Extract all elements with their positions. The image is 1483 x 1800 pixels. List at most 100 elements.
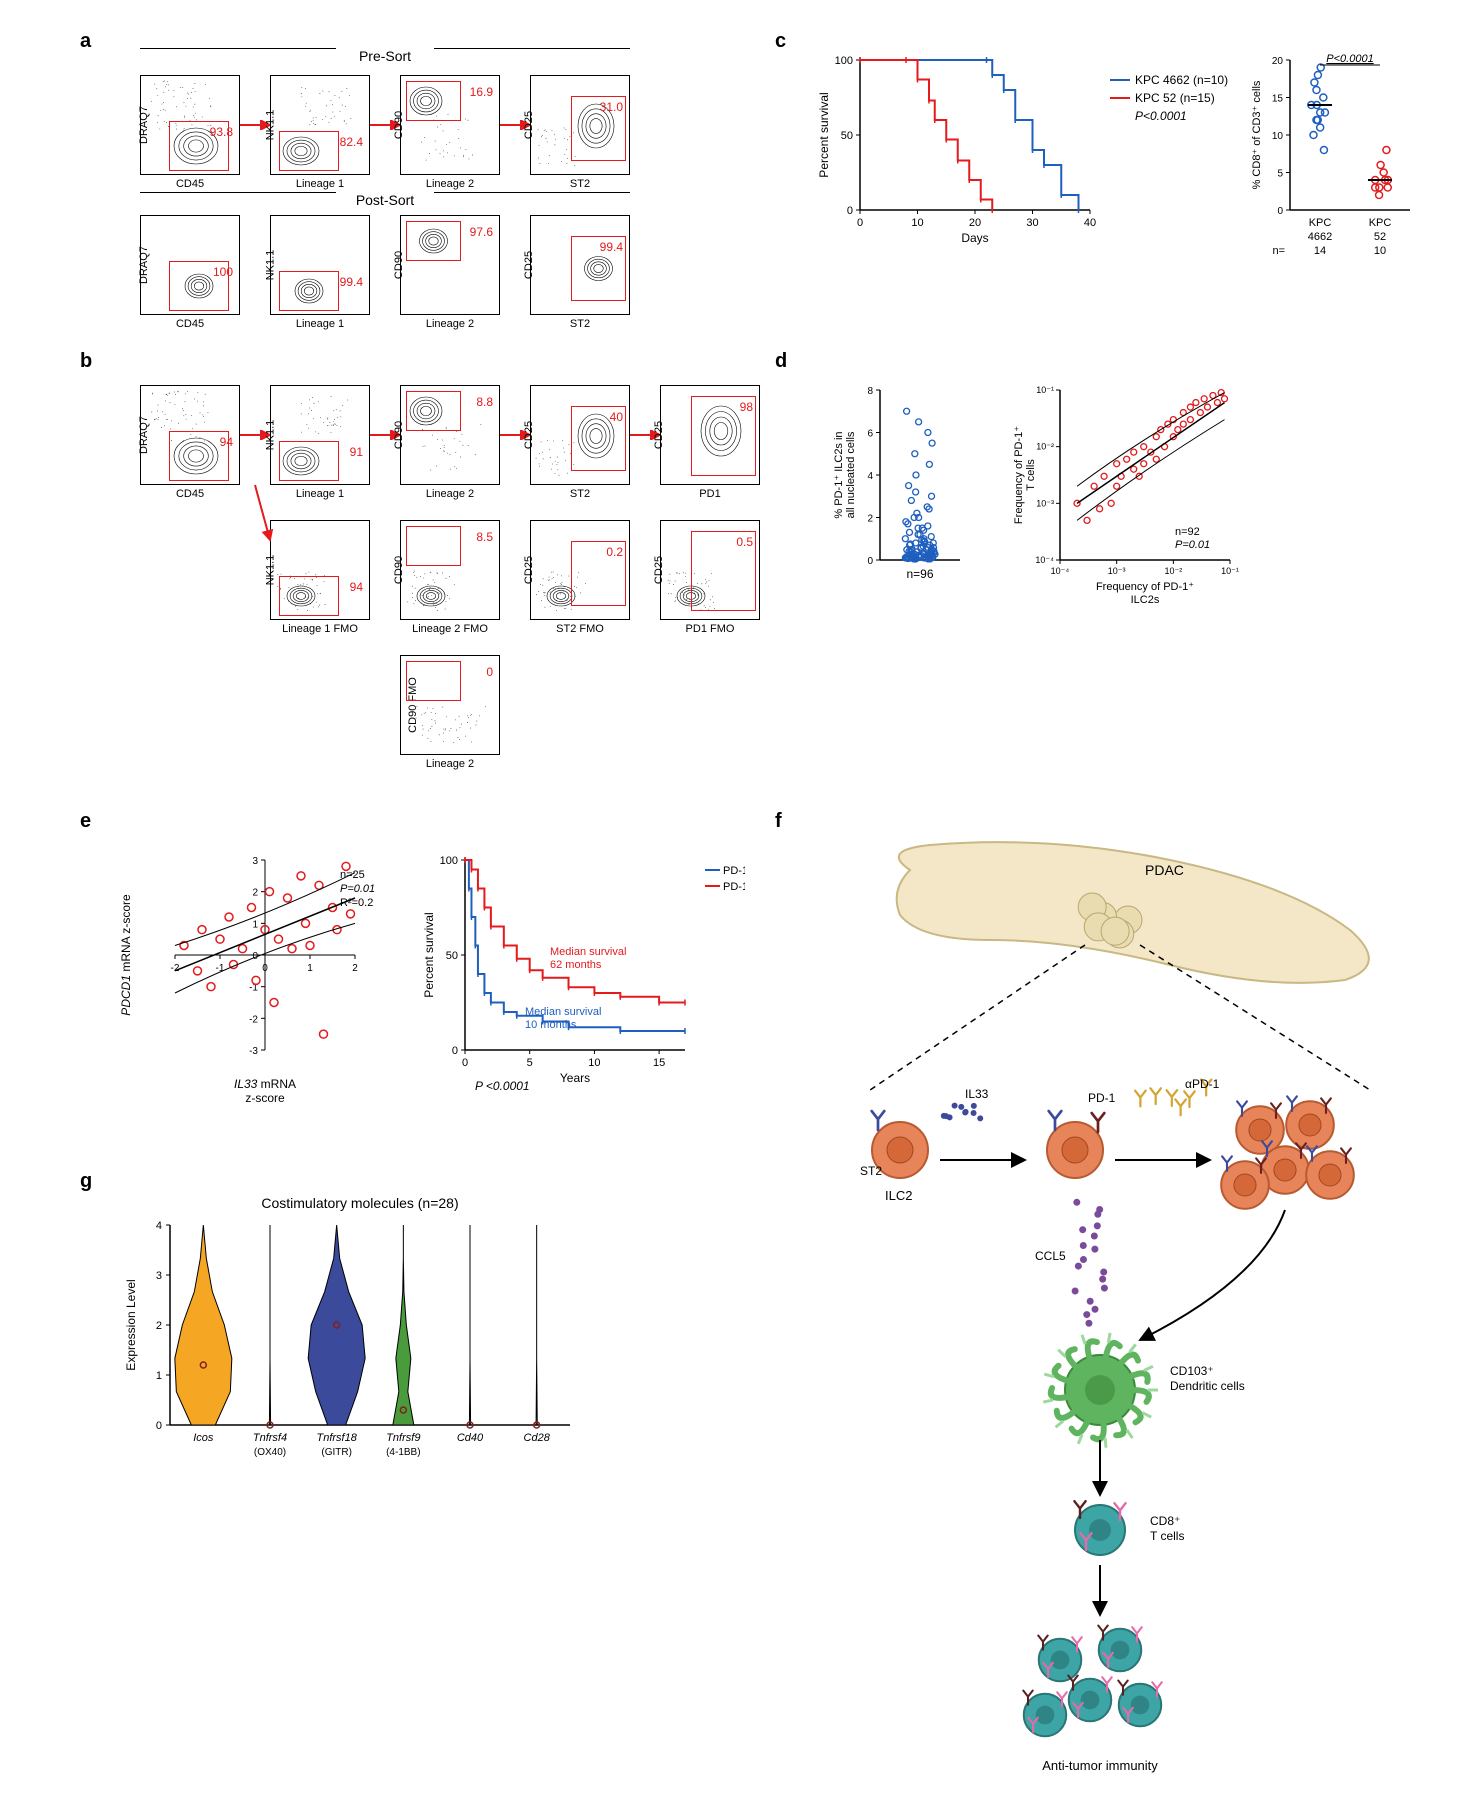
gate [279,271,339,311]
axis-x-label: ST2 [570,318,590,330]
panel-label-d: d [775,350,787,373]
svg-text:KPC 4662 (n=10): KPC 4662 (n=10) [1135,73,1228,87]
svg-text:0: 0 [156,1420,162,1432]
svg-text:Years: Years [560,1071,590,1085]
flow-plot: CD45DRAQ793.8 [140,75,240,175]
svg-text:10⁻²: 10⁻² [1036,442,1054,452]
gate-percent: 31.0 [600,100,623,114]
svg-text:ILC2s: ILC2s [1131,594,1160,606]
gate-percent: 94 [220,435,233,449]
svg-text:P <0.0001: P <0.0001 [475,1079,530,1093]
svg-text:1: 1 [307,963,313,974]
svg-text:Percent survival: Percent survival [817,92,831,177]
panel-label-a: a [80,30,91,53]
svg-text:(GITR): (GITR) [321,1447,352,1458]
svg-text:15: 15 [1272,94,1284,105]
axis-x-label: Lineage 1 [296,488,344,500]
svg-text:Days: Days [961,231,988,245]
svg-text:R²=0.2: R²=0.2 [340,897,373,909]
svg-text:10⁻¹: 10⁻¹ [1221,566,1239,576]
svg-text:all nucleated cells: all nucleated cells [845,431,857,518]
flow-plot: Lineage 2CD90 FMO0 [400,655,500,755]
gate-percent: 93.8 [210,125,233,139]
axis-x-label: CD45 [176,488,204,500]
svg-text:2: 2 [867,514,873,525]
svg-text:3: 3 [156,1270,162,1282]
flow-plot: PD1 FMOCD250.5 [660,520,760,620]
svg-text:P=0.01: P=0.01 [1175,539,1210,551]
svg-text:z-score: z-score [245,1091,285,1105]
svg-text:Median survival: Median survival [550,946,626,958]
svg-text:Frequency of PD-1⁺: Frequency of PD-1⁺ [1013,426,1025,524]
svg-text:T cells: T cells [1025,459,1037,491]
svg-text:KPC: KPC [1369,217,1392,229]
svg-text:40: 40 [1084,217,1096,229]
svg-text:10: 10 [911,217,923,229]
svg-text:-3: -3 [249,1046,258,1057]
axis-x-label: Lineage 2 [426,758,474,770]
svg-text:T cells: T cells [1150,1529,1184,1543]
svg-text:PDAC: PDAC [1145,862,1184,878]
svg-text:10⁻²: 10⁻² [1164,566,1182,576]
svg-text:100: 100 [835,55,853,67]
svg-text:0: 0 [452,1045,458,1057]
gate-percent: 0.5 [736,535,753,549]
svg-text:n=: n= [1272,245,1285,257]
gate-percent: 97.6 [470,225,493,239]
model-diagram: PDACST2ILC2IL33PD-1αPD-1CCL5CD103⁺Dendri… [790,830,1440,1790]
svg-text:50: 50 [446,950,458,962]
gate-percent: 0 [486,665,493,679]
flow-plot: Lineage 2CD908.8 [400,385,500,485]
svg-text:0: 0 [847,205,853,217]
gate-percent: 99.4 [340,275,363,289]
svg-text:30: 30 [1026,217,1038,229]
svg-text:n=92: n=92 [1175,526,1200,538]
svg-text:10: 10 [1374,245,1386,257]
svg-text:ST2: ST2 [860,1164,882,1178]
svg-text:P<0.0001: P<0.0001 [1135,109,1187,123]
flow-plot: Lineage 1NK1.191 [270,385,370,485]
gate-percent: 91 [350,445,363,459]
gate-percent: 94 [350,580,363,594]
svg-text:10⁻¹: 10⁻¹ [1036,385,1054,395]
svg-text:Percent survival: Percent survival [422,912,436,997]
axis-x-label: Lineage 1 [296,318,344,330]
svg-text:10⁻⁴: 10⁻⁴ [1051,566,1070,576]
svg-text:1: 1 [156,1370,162,1382]
svg-text:PD-1: PD-1 [1088,1091,1116,1105]
flow-plot: Lineage 1NK1.199.4 [270,215,370,315]
svg-text:KPC: KPC [1309,217,1332,229]
svg-text:% CD8⁺ of CD3⁺ cells: % CD8⁺ of CD3⁺ cells [1251,80,1263,189]
panel-label-f: f [775,810,782,833]
flow-plot: ST2 FMOCD250.2 [530,520,630,620]
svg-text:Tnfrsf4: Tnfrsf4 [253,1432,287,1444]
gate-percent: 0.2 [606,545,623,559]
svg-text:52: 52 [1374,231,1386,243]
svg-text:50: 50 [841,130,853,142]
gate [279,441,339,481]
gate-percent: 16.9 [470,85,493,99]
svg-text:CD103⁺: CD103⁺ [1170,1364,1214,1378]
flow-plot: ST2CD2599.4 [530,215,630,315]
gate-percent: 8.5 [476,530,493,544]
gate-percent: 82.4 [340,135,363,149]
svg-text:Expression Level: Expression Level [124,1279,138,1370]
axis-x-label: ST2 FMO [556,623,604,635]
svg-text:Dendritic cells: Dendritic cells [1170,1379,1245,1393]
svg-text:(OX40): (OX40) [254,1447,286,1458]
svg-text:6: 6 [867,429,873,440]
axis-x-label: CD45 [176,318,204,330]
svg-text:-2: -2 [171,963,180,974]
axis-x-label: Lineage 2 [426,318,474,330]
flow-plot: CD45DRAQ7100 [140,215,240,315]
svg-text:4: 4 [867,471,873,482]
svg-text:IL33 mRNA: IL33 mRNA [234,1077,296,1091]
flow-plot: Lineage 2CD9016.9 [400,75,500,175]
panel-label-b: b [80,350,92,373]
svg-text:1: 1 [252,919,258,930]
gate [406,221,461,261]
svg-text:(4-1BB): (4-1BB) [386,1447,420,1458]
svg-text:CCL5: CCL5 [1035,1249,1066,1263]
svg-text:10⁻³: 10⁻³ [1108,566,1126,576]
axis-x-label: Lineage 1 [296,178,344,190]
